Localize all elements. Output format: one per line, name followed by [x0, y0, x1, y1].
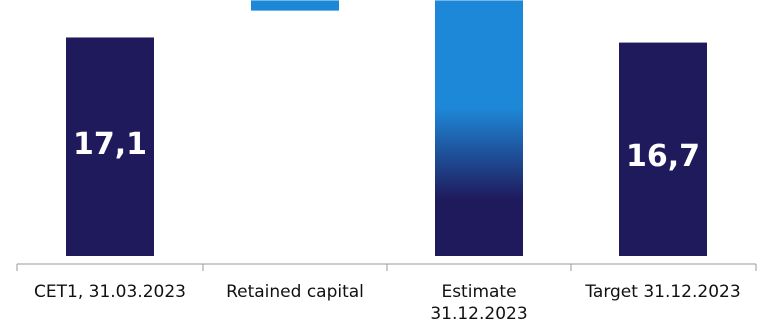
bar-value-label: 16,7 — [626, 139, 700, 174]
x-tick-label: CET1, 31.03.2023 — [34, 282, 186, 302]
bar-4 — [619, 42, 707, 256]
x-tick-label: Target 31.12.2023 — [584, 282, 740, 302]
x-tick-label: Retained capital — [226, 282, 364, 302]
bar-value-label: 17,1 — [73, 127, 147, 162]
bar-3 — [435, 0, 523, 257]
bars-layer: 17,1 16,7 — [66, 0, 707, 257]
category-labels: CET1, 31.03.2023 Retained capital Estimate… — [34, 282, 741, 324]
x-tick-label: Estimate 31.12.2023 — [430, 282, 527, 324]
bar-1 — [66, 37, 154, 256]
x-axis — [16, 263, 757, 271]
bar-2 — [251, 0, 339, 11]
